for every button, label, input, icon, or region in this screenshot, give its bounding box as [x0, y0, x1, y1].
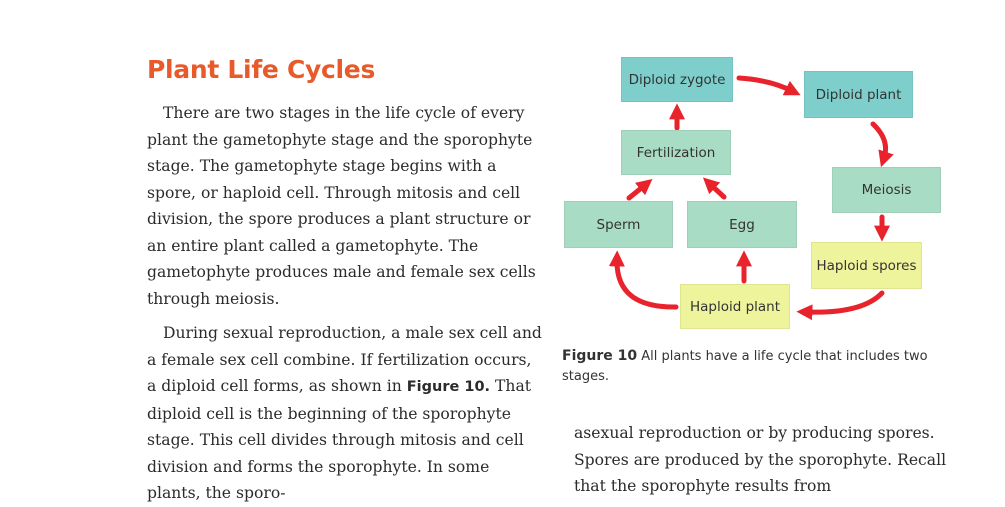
page-title: Plant Life Cycles — [147, 55, 376, 84]
body-paragraph-1: There are two stages in the life cycle o… — [147, 100, 542, 312]
node-diploid-zygote: Diploid zygote — [621, 57, 733, 102]
arrow-zygote-to-diploid-plant — [736, 75, 801, 96]
node-diploid-plant: Diploid plant — [804, 71, 913, 118]
paragraph-text: During sexual reproduction, a male sex c… — [147, 324, 542, 395]
node-haploid-spores: Haploid spores — [811, 242, 922, 289]
caption-text: All plants have a life cycle that includ… — [562, 349, 928, 384]
body-paragraph-2: During sexual reproduction, a male sex c… — [147, 320, 542, 507]
figure-caption: Figure 10 All plants have a life cycle t… — [562, 346, 942, 387]
arrow-sperm-to-fertilization — [626, 178, 653, 201]
figure-reference: Figure 10. — [406, 379, 491, 395]
arrow-haploid-spores-to-haploid-plant — [796, 290, 885, 321]
arrow-diploid-plant-to-meiosis — [870, 121, 894, 168]
caption-label: Figure 10 — [562, 348, 638, 364]
node-fertilization: Fertilization — [621, 130, 731, 175]
arrow-egg-to-fertilization — [702, 177, 727, 200]
node-haploid-plant: Haploid plant — [680, 284, 790, 329]
arrow-haploid-plant-to-sperm — [608, 250, 679, 310]
node-egg: Egg — [687, 201, 797, 248]
paragraph-text: That diploid cell is the beginning of th… — [147, 377, 532, 502]
paragraph-text: asexual reproduction or by producing spo… — [574, 424, 947, 495]
body-paragraph-3: asexual reproduction or by producing spo… — [574, 420, 969, 500]
paragraph-text: There are two stages in the life cycle o… — [147, 104, 536, 308]
node-meiosis: Meiosis — [832, 167, 941, 213]
node-sperm: Sperm — [564, 201, 673, 248]
